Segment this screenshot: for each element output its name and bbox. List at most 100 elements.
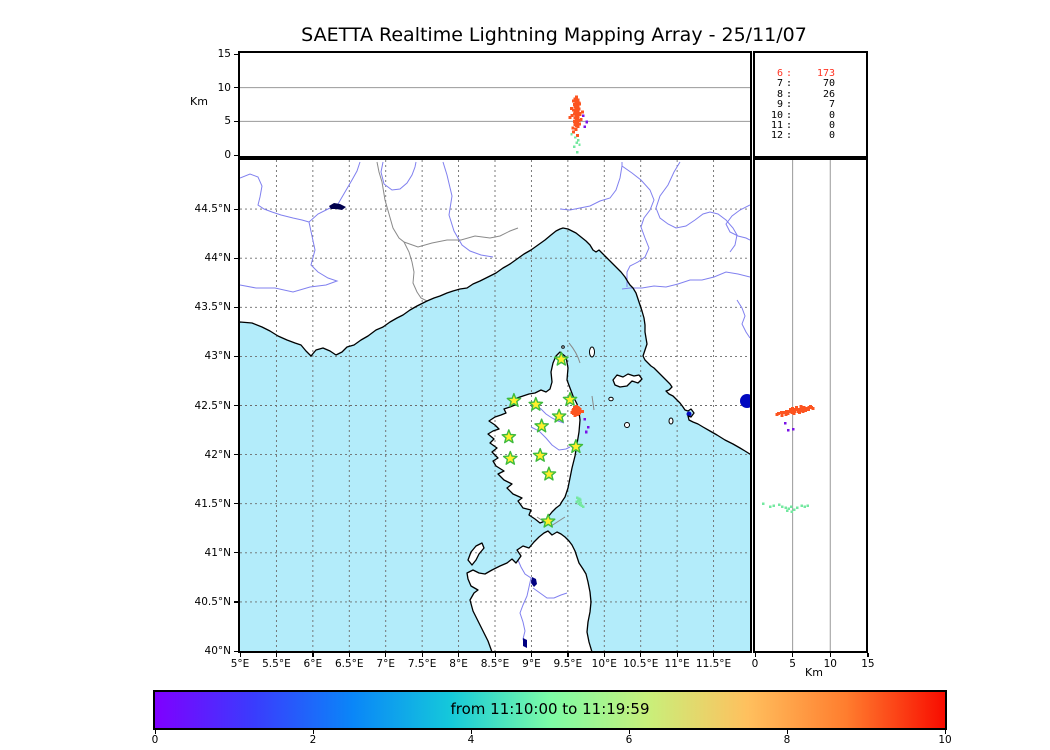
geographic-map <box>240 160 750 651</box>
river-durance-upper <box>240 173 310 223</box>
lagoon-orbetello <box>686 411 692 417</box>
source-point <box>572 130 576 134</box>
station-star-marker <box>532 447 548 462</box>
source-point <box>579 117 583 121</box>
axis-tick <box>234 552 238 554</box>
source-point <box>786 428 790 432</box>
source-point <box>583 125 586 129</box>
river-apennine <box>655 161 738 253</box>
lon-tick-label: 10.5°E <box>623 658 659 670</box>
island-capraia <box>589 346 595 358</box>
source-point <box>772 504 776 507</box>
line-east-corsica <box>591 395 595 411</box>
lon-tick-label: 11°E <box>664 658 690 670</box>
stats-level: 10 <box>770 109 783 121</box>
source-point <box>575 408 579 412</box>
source-point <box>768 505 772 508</box>
source-point <box>572 103 576 106</box>
stats-colon: : <box>785 130 793 142</box>
source-point <box>578 500 581 503</box>
source-point <box>578 143 581 147</box>
lat-tick-label: 44.5°N <box>194 203 231 216</box>
altitude-latitude-plot <box>762 160 831 651</box>
source-point <box>790 410 794 414</box>
axis-tick <box>567 653 569 657</box>
river-liguria <box>559 162 623 211</box>
river-sardinia-east <box>532 587 568 599</box>
source-point <box>811 406 815 410</box>
axis-tick <box>234 53 238 55</box>
axis-tick <box>234 120 238 123</box>
lat-tick-label: 40°N <box>204 645 231 657</box>
axis-tick <box>312 730 314 734</box>
station-star-marker <box>553 351 569 366</box>
axis-tick <box>640 653 642 657</box>
source-point <box>574 127 578 131</box>
river-golo <box>539 407 565 424</box>
lon-tick-label: 8°E <box>449 658 468 670</box>
km-tick-label: 5 <box>789 658 796 670</box>
stats-level: 9 <box>776 99 783 111</box>
axis-tick <box>713 653 715 657</box>
source-point <box>572 99 576 103</box>
source-counts-panel: 6:173 7:70 8:26 9:7 10:0 11:0 12:0 <box>753 51 868 160</box>
source-point <box>806 504 809 507</box>
small-islands <box>561 345 674 428</box>
axis-tick <box>234 650 238 652</box>
source-point <box>799 404 803 408</box>
source-point <box>570 132 573 136</box>
source-point <box>576 151 579 154</box>
source-point <box>803 505 806 508</box>
figure-title: SAETTA Realtime Lightning Mapping Array … <box>301 24 807 46</box>
station-star-marker <box>551 408 567 423</box>
source-point <box>572 112 576 116</box>
lon-tick-label: 6.5°E <box>334 658 364 670</box>
source-point <box>579 503 582 506</box>
lat-tick-label: 40.5°N <box>194 595 231 608</box>
source-point <box>802 405 806 409</box>
lake-bolsena <box>740 394 750 408</box>
lon-tick-label: 8.5°E <box>480 658 510 670</box>
axis-tick <box>234 306 238 308</box>
axis-tick <box>234 405 238 407</box>
source-point <box>573 116 577 120</box>
border-liguria <box>403 227 519 248</box>
lat-tick-label: 44°N <box>204 252 231 265</box>
colorbar: from 11:10:00 to 11:19:59 <box>153 690 947 730</box>
source-point <box>792 427 795 431</box>
source-point <box>568 115 572 119</box>
source-point <box>780 505 784 508</box>
axis-tick <box>234 208 238 210</box>
axis-tick <box>944 730 946 734</box>
stats-level: 12 <box>770 130 783 142</box>
source-point <box>576 499 580 502</box>
altitude-longitude-plot <box>240 87 750 154</box>
lon-tick-label: 7°E <box>376 658 395 670</box>
source-point <box>580 110 584 114</box>
source-point <box>785 409 789 413</box>
source-point <box>571 126 575 130</box>
altitude-latitude-panel <box>753 158 868 653</box>
lon-tick-label: 9.5°E <box>553 658 583 670</box>
source-point <box>573 136 577 139</box>
axis-tick <box>867 653 869 657</box>
source-point <box>777 503 781 506</box>
stats-colon: : <box>785 109 793 121</box>
station-star-marker <box>562 391 578 407</box>
source-point <box>786 509 789 512</box>
river-magra <box>621 165 655 287</box>
colorbar-tick-label: 6 <box>625 734 633 746</box>
axis-tick <box>234 257 238 259</box>
stats-colon: : <box>785 99 793 111</box>
lat-tick-label: 41°N <box>204 546 231 559</box>
station-star-marker <box>502 450 518 465</box>
source-point <box>783 421 787 425</box>
axis-tick <box>829 653 831 657</box>
source-point <box>800 408 804 412</box>
axis-tick <box>234 154 238 156</box>
source-point <box>800 406 804 410</box>
source-point <box>571 408 575 412</box>
source-point <box>573 110 577 114</box>
axis-tick <box>239 653 241 657</box>
